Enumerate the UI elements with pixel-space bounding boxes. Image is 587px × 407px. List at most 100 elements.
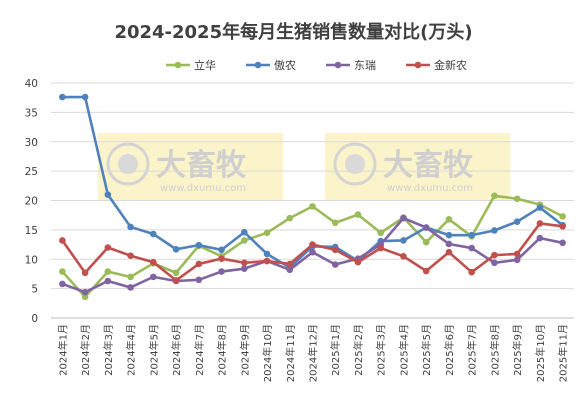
data-point	[422, 224, 430, 231]
y-axis: 0 5 10 15 20 25 30 35 40	[25, 78, 38, 325]
data-point	[513, 250, 521, 258]
y-tick-label: 25	[25, 166, 38, 178]
data-point	[240, 237, 248, 244]
data-point	[354, 211, 362, 218]
data-point	[104, 268, 112, 275]
data-point	[559, 239, 566, 247]
series-4	[59, 220, 566, 284]
data-point	[127, 284, 134, 291]
x-tick-label: 2024年4月	[125, 324, 138, 376]
x-tick-label: 2024年7月	[193, 324, 206, 376]
data-point	[195, 241, 203, 249]
data-point	[536, 234, 544, 242]
legend-marker	[174, 61, 182, 69]
data-point	[104, 244, 112, 251]
x-tick-label: 2024年6月	[170, 324, 183, 376]
series-layer	[59, 93, 566, 301]
y-tick-label: 30	[25, 137, 38, 149]
legend-item-4: 金新农	[406, 58, 467, 72]
legend-label: 东瑞	[354, 58, 376, 72]
data-point	[263, 250, 271, 258]
data-point	[468, 244, 475, 252]
data-point	[286, 214, 294, 222]
legend-marker	[254, 61, 262, 69]
y-tick-label: 0	[31, 313, 38, 325]
data-point	[81, 93, 89, 101]
data-point	[263, 229, 271, 237]
watermark-site: www.dxumu.com	[387, 183, 473, 194]
data-point	[59, 268, 66, 275]
data-point	[445, 216, 453, 223]
data-point	[127, 252, 134, 260]
data-point	[445, 231, 453, 239]
data-point	[104, 191, 112, 198]
x-tick-label: 2025年8月	[488, 324, 501, 376]
legend-marker	[334, 61, 342, 69]
data-point	[536, 220, 544, 227]
x-tick-label: 2025年1月	[329, 324, 342, 376]
data-point	[331, 219, 339, 227]
y-tick-label: 15	[25, 225, 38, 237]
legend-item-2: 傲农	[246, 58, 296, 72]
data-point	[104, 277, 112, 285]
data-point	[172, 245, 180, 253]
x-tick-label: 2025年5月	[420, 324, 433, 376]
x-tick-label: 2025年10月	[534, 324, 547, 382]
data-point	[536, 204, 544, 211]
data-point	[218, 255, 225, 262]
data-point	[468, 231, 475, 239]
watermark-brand: 大畜牧	[156, 148, 247, 183]
x-tick-label: 2025年6月	[443, 324, 456, 376]
data-point	[331, 261, 339, 268]
data-point	[513, 195, 521, 203]
data-point	[240, 259, 248, 267]
x-tick-label: 2024年8月	[216, 324, 229, 376]
data-point	[59, 93, 66, 101]
legend: 立华 傲农 东瑞 金新农	[166, 58, 467, 72]
data-point	[172, 277, 180, 284]
data-point	[150, 230, 157, 238]
data-point	[491, 227, 498, 234]
data-point	[286, 260, 294, 268]
data-point	[559, 223, 566, 230]
x-tick-label: 2025年2月	[352, 324, 365, 376]
x-axis: 2024年1月 2024年2月 2024年3月 2024年4月 2024年5月 2024年…	[51, 317, 574, 382]
data-point	[400, 253, 407, 260]
data-point	[491, 259, 498, 267]
data-point	[240, 265, 248, 272]
legend-label: 金新农	[434, 58, 467, 72]
data-point	[422, 238, 430, 246]
data-point	[59, 237, 66, 244]
data-point	[377, 244, 385, 252]
x-tick-label: 2025年3月	[375, 324, 388, 376]
x-tick-label: 2025年7月	[466, 324, 479, 376]
data-point	[263, 257, 271, 265]
data-point	[286, 266, 294, 274]
data-point	[150, 273, 157, 281]
data-point	[81, 288, 89, 296]
data-point	[218, 246, 225, 254]
series-3	[59, 214, 566, 296]
data-point	[218, 268, 225, 275]
x-tick-label: 2024年9月	[238, 324, 251, 376]
watermark-logo-icon	[333, 142, 377, 186]
data-point	[195, 260, 203, 268]
y-tick-label: 5	[31, 284, 38, 296]
data-point	[127, 223, 134, 231]
data-point	[150, 258, 157, 266]
watermark-logo-dot	[118, 154, 138, 174]
data-point	[309, 241, 316, 248]
data-point	[513, 218, 521, 225]
watermark-logo-icon	[106, 142, 150, 186]
x-tick-label: 2025年4月	[397, 324, 410, 376]
data-point	[309, 203, 316, 210]
x-tick-label: 2024年2月	[79, 324, 92, 376]
x-tick-label: 2025年9月	[511, 324, 524, 376]
chart-title: 2024-2025年每月生猪销售数量对比(万头)	[114, 21, 472, 43]
legend-marker	[414, 61, 422, 69]
watermark-site: www.dxumu.com	[160, 183, 246, 194]
data-point	[59, 280, 66, 288]
